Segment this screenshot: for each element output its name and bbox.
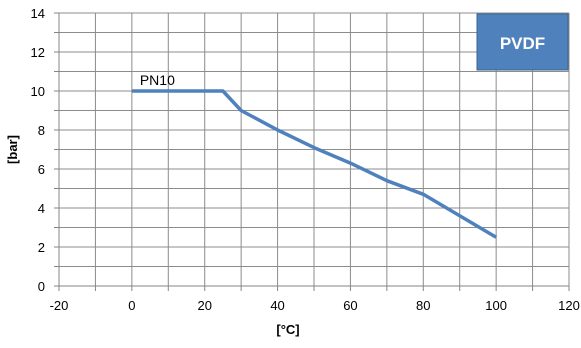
y-tick-label: 10 [31, 84, 45, 99]
x-tick-label: 120 [558, 298, 580, 313]
pvdf-badge-label: PVDF [500, 34, 545, 53]
x-tick-label: -20 [50, 298, 69, 313]
y-tick-label: 12 [31, 45, 45, 60]
x-axis-title: [°C] [276, 322, 299, 337]
y-tick-label: 14 [31, 6, 45, 21]
y-tick-label: 2 [38, 240, 45, 255]
x-tick-label: 40 [270, 298, 284, 313]
data-series [131, 89, 497, 239]
x-tick-label: 100 [485, 298, 507, 313]
y-tick-label: 0 [38, 279, 45, 294]
series-line-pn10 [131, 89, 497, 239]
y-tick-label: 8 [38, 123, 45, 138]
y-tick-label: 6 [38, 162, 45, 177]
x-tick-label: 20 [197, 298, 211, 313]
series-label: PN10 [140, 72, 175, 88]
x-tick-label: 80 [416, 298, 430, 313]
x-tick-label: 0 [128, 298, 135, 313]
y-tick-label: 4 [38, 201, 45, 216]
labels: 0 2 4 6 8 10 12 14 -20 0 20 40 60 80 100 120 [°C] [bar] PN… [5, 6, 580, 337]
axes [54, 12, 570, 291]
y-axis-title: [bar] [5, 135, 20, 164]
x-tick-label: 60 [343, 298, 357, 313]
pvdf-badge [476, 13, 569, 71]
